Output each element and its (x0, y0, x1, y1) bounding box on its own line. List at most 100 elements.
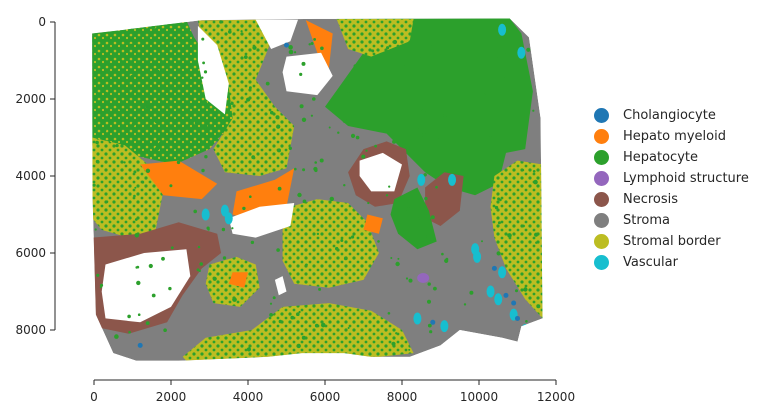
hepatocyte-point (421, 109, 426, 114)
hepatocyte-point (370, 105, 374, 109)
hepatocyte-point (320, 46, 324, 51)
legend-swatch (594, 192, 609, 207)
vascular-point (224, 212, 233, 225)
hepatocyte-point (497, 221, 501, 225)
hepatocyte-point (141, 180, 145, 184)
hepatocyte-point (301, 335, 306, 340)
stromal-border-bottom (182, 303, 414, 361)
hepatocyte-point (444, 258, 449, 263)
hepatocyte-point (94, 228, 97, 231)
hepatocyte-point (430, 215, 435, 220)
hepatocyte-point (193, 209, 197, 214)
vascular-point (201, 208, 210, 221)
hepatocyte-point (103, 128, 107, 132)
hepatocyte-point (321, 322, 326, 328)
hepatocyte-point (161, 256, 165, 261)
hepatocyte-point (277, 186, 282, 191)
hepatocyte-point (481, 240, 483, 243)
hepatocyte-point (203, 124, 208, 129)
hepatocyte-point (137, 313, 141, 317)
hole-upper-mid (282, 52, 333, 96)
hepatocyte-point (301, 117, 307, 123)
legend-item: Lymphoid structure (594, 168, 749, 189)
legend-label: Vascular (623, 255, 678, 270)
vascular-points (201, 23, 530, 336)
hepatocyte-point (275, 115, 280, 120)
hepatocyte-point (392, 139, 397, 144)
hepatocyte-point (276, 124, 281, 129)
hole-left-necrosis (101, 249, 191, 323)
hepatocyte-point (249, 195, 252, 198)
hepatocyte-patch-mid (390, 187, 437, 250)
hepatocyte-point (301, 61, 306, 66)
hepatocyte-point (494, 55, 498, 59)
hepatocyte-point (437, 138, 441, 142)
hepatocyte-point (196, 268, 200, 272)
hepatocyte-point (494, 205, 499, 210)
hepatocyte-region-large (325, 18, 533, 196)
hepatocyte-point (265, 81, 270, 86)
hepatocyte-point (314, 161, 318, 164)
y-tick-label: 8000 (15, 323, 46, 337)
hepatocyte-point (390, 257, 393, 259)
hepatocyte-point (145, 105, 149, 109)
x-tick-label: 0 (90, 390, 98, 404)
hepatocyte-point (501, 59, 505, 64)
hepatocyte-point (374, 144, 377, 148)
hepatocyte-point (150, 129, 154, 133)
hepatocyte-point (207, 228, 210, 231)
hepatocyte-point (250, 240, 255, 245)
hepatocyte-point (432, 90, 435, 94)
hepatocyte-point (145, 168, 151, 173)
cholangiocyte-point (491, 265, 497, 271)
hepatocyte-point (171, 44, 175, 47)
hepatocyte-point (212, 276, 217, 281)
hepatocyte-point (489, 136, 493, 139)
hepatocyte-point (463, 80, 467, 84)
hepatocyte-point (532, 170, 536, 173)
legend-swatch (594, 129, 609, 144)
cholangiocyte-points (137, 42, 520, 348)
hepatocyte-point (443, 113, 447, 118)
stromal-border-upper (197, 19, 295, 177)
hepatocyte-point (524, 330, 529, 335)
vascular-point (517, 46, 526, 59)
hepatocyte-point (351, 235, 355, 239)
hepatocyte-point (151, 24, 156, 29)
hepatocyte-point (105, 200, 109, 204)
hepatocyte-point (399, 220, 402, 223)
hepatocyte-point (148, 60, 151, 63)
hepatocyte-point (528, 80, 531, 83)
hepatocyte-point (197, 103, 201, 106)
hepatocyte-point (143, 130, 146, 133)
hepatocyte-point (415, 216, 420, 222)
hepatocyte-point (421, 132, 427, 138)
hepatocyte-point (194, 121, 198, 125)
hepatocyte-point (478, 168, 481, 171)
hepatocyte-point (408, 348, 411, 351)
hepatocyte-point (114, 334, 119, 339)
hepatocyte-point (412, 234, 416, 238)
hole-necrosis-center (359, 152, 402, 192)
legend-swatch (594, 234, 609, 249)
hepatocyte-point (296, 312, 300, 317)
hepatocyte-point (115, 144, 119, 148)
y-tick-label: 6000 (15, 246, 46, 260)
hepatocyte-point (427, 323, 432, 328)
lymphoid-structure-point (417, 273, 430, 284)
hepatocyte-point (298, 310, 301, 314)
hepatocyte-point (395, 77, 398, 80)
hepatocyte-point (131, 91, 134, 94)
hepatocyte-point (435, 185, 438, 189)
legend-swatch (594, 108, 609, 123)
hole-ring-1 (274, 276, 287, 296)
hepatocyte-point (95, 159, 100, 164)
hepatocyte-point (147, 150, 152, 155)
legend-label: Stroma (623, 213, 670, 228)
hepatocyte-point (429, 28, 433, 32)
hepatocyte-point (166, 20, 171, 26)
hepatocyte-point (93, 347, 98, 352)
hepatocyte-point (417, 55, 421, 59)
legend-swatch (594, 213, 609, 228)
necrosis-patch-right (425, 172, 464, 226)
